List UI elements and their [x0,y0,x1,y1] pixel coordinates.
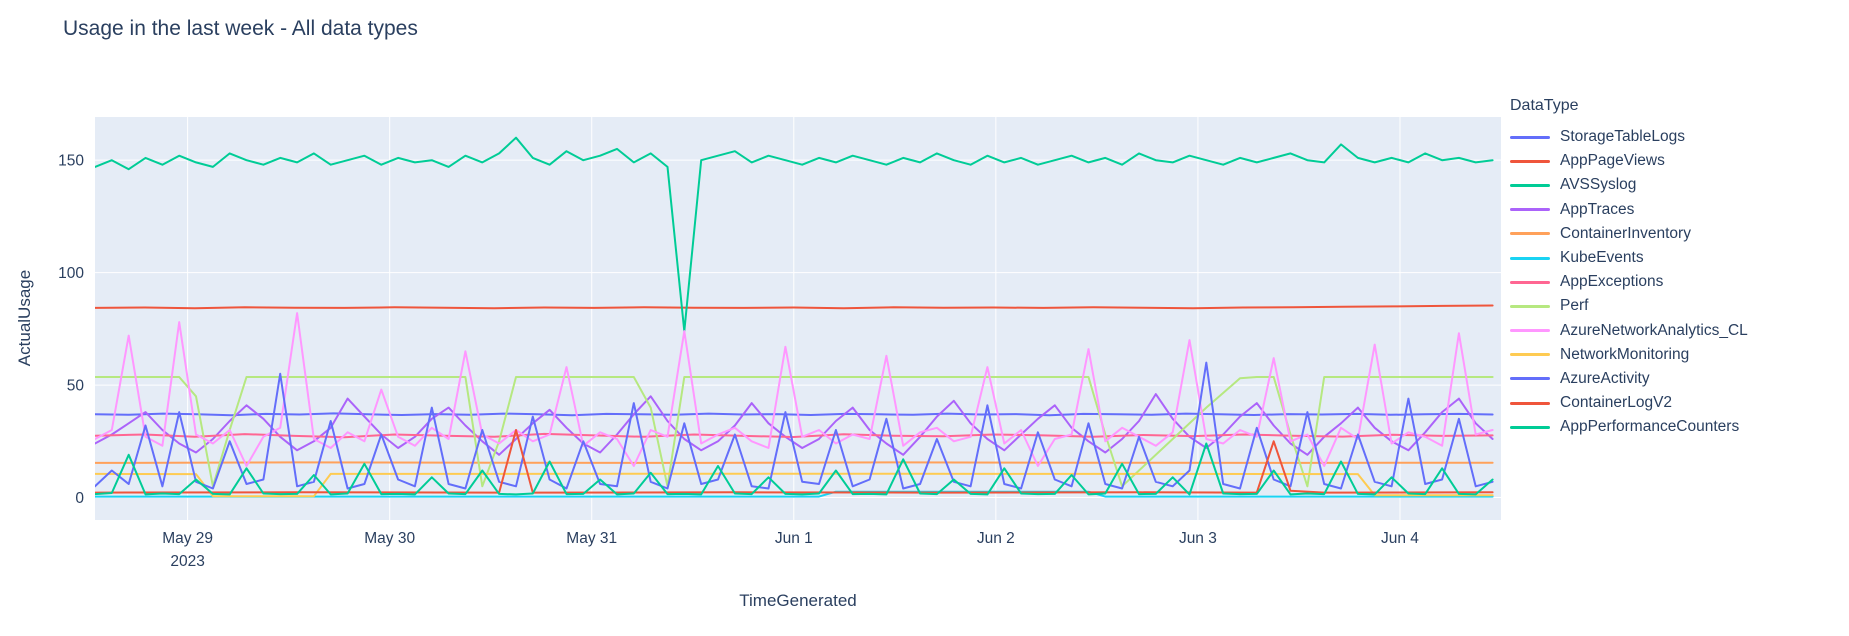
legend-item-AppExceptions[interactable]: AppExceptions [1510,270,1810,294]
legend-item-label: NetworkMonitoring [1560,345,1690,363]
legend-item-AVSSyslog[interactable]: AVSSyslog [1510,173,1810,197]
chart-title: Usage in the last week - All data types [63,17,418,40]
legend-item-AppPerformanceCounters[interactable]: AppPerformanceCounters [1510,415,1810,439]
trace-AzureActivity[interactable] [95,361,1494,490]
legend-line-swatch [1510,304,1550,308]
x-tick-label: Jun 3 [1179,530,1217,547]
legend-line-swatch [1510,183,1550,187]
x-tick-label: Jun 2 [977,530,1015,547]
legend-line-swatch [1510,425,1550,429]
x-tick-label: May 29 [162,530,213,547]
legend-items: StorageTableLogs AppPageViews AVSSyslog App… [1510,125,1810,439]
legend-item-AppPageViews[interactable]: AppPageViews [1510,149,1810,173]
trace-AVSSyslog[interactable] [95,136,1494,333]
y-tick-label: 150 [58,153,84,170]
legend-title: DataType [1510,97,1579,114]
legend-item-label: ContainerLogV2 [1560,394,1673,412]
legend-line-swatch [1510,329,1550,333]
legend-item-label: ContainerInventory [1560,224,1691,242]
x-tick-label: May 31 [566,530,617,547]
legend-item-label: StorageTableLogs [1560,128,1685,146]
trace-StorageTableLogs[interactable] [95,412,1494,417]
legend-line-swatch [1510,353,1550,357]
trace-ContainerInventory[interactable] [95,461,1494,464]
x-tick-sublabel: 2023 [170,553,204,570]
x-tick-label: Jun 4 [1381,530,1419,547]
legend-item-Perf[interactable]: Perf [1510,294,1810,318]
x-tick-label: May 30 [364,530,415,547]
legend: DataType StorageTableLogs AppPageViews AVS… [1510,97,1810,439]
legend-item-label: AVSSyslog [1560,176,1637,194]
legend-item-label: AzureActivity [1560,369,1650,387]
legend-line-swatch [1510,135,1550,139]
y-tick-label: 100 [58,265,84,282]
y-tick-label: 50 [67,378,85,395]
legend-item-AzureActivity[interactable]: AzureActivity [1510,367,1810,391]
x-tick-label: Jun 1 [775,530,813,547]
legend-item-label: AppExceptions [1560,273,1664,291]
trace-AppPageViews[interactable] [95,304,1494,310]
trace-NetworkMonitoring[interactable] [95,472,1494,498]
legend-line-swatch [1510,232,1550,236]
y-axis-title: ActualUsage [15,270,34,366]
legend-line-swatch [1510,208,1550,212]
legend-line-swatch [1510,280,1550,284]
legend-item-KubeEvents[interactable]: KubeEvents [1510,246,1810,270]
legend-item-NetworkMonitoring[interactable]: NetworkMonitoring [1510,343,1810,367]
legend-item-label: Perf [1560,297,1589,315]
legend-line-swatch [1510,159,1550,163]
trace-Perf[interactable] [95,376,1494,488]
legend-line-swatch [1510,256,1550,260]
legend-item-ContainerLogV2[interactable]: ContainerLogV2 [1510,391,1810,415]
legend-item-ContainerInventory[interactable]: ContainerInventory [1510,222,1810,246]
legend-item-AppTraces[interactable]: AppTraces [1510,198,1810,222]
legend-line-swatch [1510,401,1550,405]
plot-background[interactable] [95,117,1501,520]
legend-item-AzureNetworkAnalytics_CL[interactable]: AzureNetworkAnalytics_CL [1510,319,1810,343]
legend-line-swatch [1510,377,1550,381]
x-axis-title: TimeGenerated [739,591,856,610]
y-tick-label: 0 [75,490,84,507]
legend-item-label: AppTraces [1560,200,1635,218]
trace-AzureNetworkAnalytics_CL[interactable] [95,312,1494,467]
legend-item-label: AppPerformanceCounters [1560,418,1740,436]
legend-item-label: KubeEvents [1560,249,1644,267]
legend-item-StorageTableLogs[interactable]: StorageTableLogs [1510,125,1810,149]
legend-item-label: AzureNetworkAnalytics_CL [1560,321,1748,339]
legend-item-label: AppPageViews [1560,152,1665,170]
trace-AppPerformanceCounters[interactable] [95,442,1494,496]
